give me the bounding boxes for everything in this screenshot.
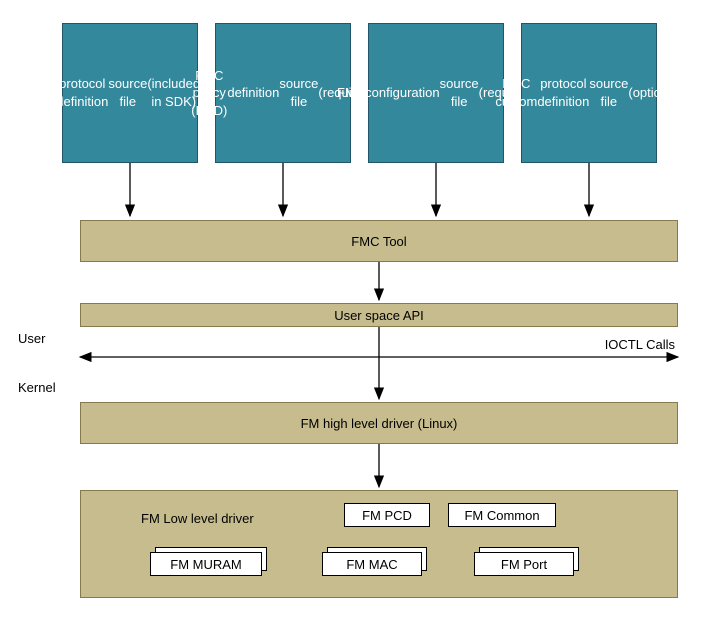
source-file-line: source file — [440, 75, 479, 110]
fm-low-level-title: FM Low level driver — [141, 511, 254, 526]
source-file-line: source file — [279, 75, 318, 110]
source-file-line: source file — [589, 75, 628, 110]
source-file-line: FMC custom — [495, 75, 537, 110]
source-file-line: configuration — [365, 84, 439, 102]
ioctl-label: IOCTL Calls — [605, 337, 675, 352]
fm-high-level-driver-box: FM high level driver (Linux) — [80, 402, 678, 444]
source-file-line: source file — [108, 75, 147, 110]
kernel-label: Kernel — [18, 380, 56, 395]
source-file-line: FMC standard — [6, 75, 57, 110]
source-file-box: FMCconfigurationsource file(required) — [368, 23, 504, 163]
low-level-module: FM Common — [448, 503, 556, 527]
user-space-api-box: User space API — [80, 303, 678, 327]
low-level-module: FM Port — [474, 552, 574, 576]
source-file-box: FMC standardprotocol definitionsource fi… — [62, 23, 198, 163]
source-file-line: (optional) — [628, 84, 682, 102]
source-file-line: FMC policy (PCD) — [191, 67, 227, 120]
source-file-line: definition — [227, 84, 279, 102]
source-file-line: FMC — [337, 84, 365, 102]
source-file-box: FMC policy (PCD)definitionsource file(re… — [215, 23, 351, 163]
low-level-module: FM MAC — [322, 552, 422, 576]
low-level-module: FM PCD — [344, 503, 430, 527]
source-file-line: protocol definition — [56, 75, 108, 110]
fmc-tool-box: FMC Tool — [80, 220, 678, 262]
user-label: User — [18, 331, 45, 346]
source-file-box: FMC customprotocol definitionsource file… — [521, 23, 657, 163]
low-level-module: FM MURAM — [150, 552, 262, 576]
source-file-line: protocol definition — [537, 75, 589, 110]
